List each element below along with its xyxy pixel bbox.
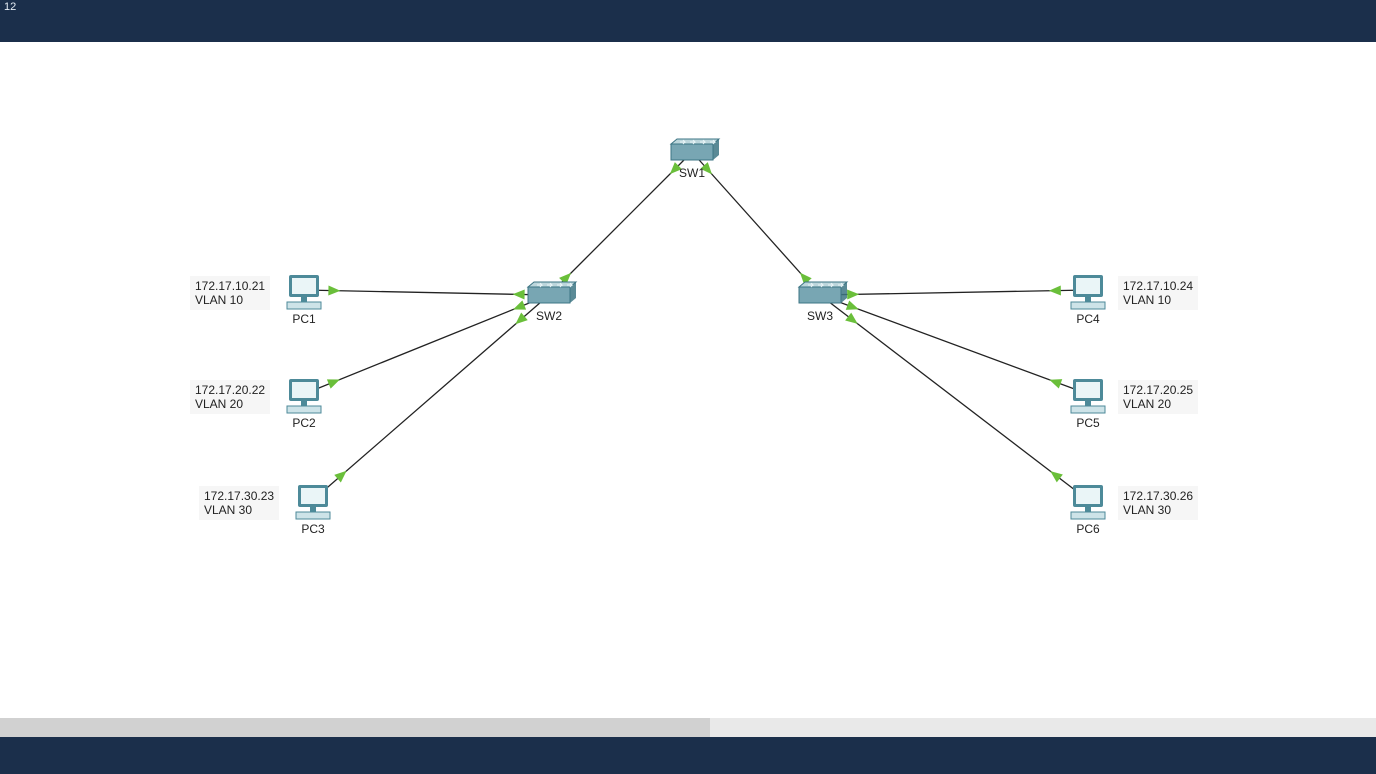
link-status-icon [328, 285, 340, 295]
switch-SW2[interactable] [528, 282, 576, 303]
info-vlan: VLAN 10 [195, 293, 265, 307]
label-PC5: PC5 [1068, 416, 1108, 430]
pc-PC4[interactable] [1071, 275, 1105, 309]
pc-PC2[interactable] [287, 379, 321, 413]
info-PC2: 172.17.20.22VLAN 20 [190, 380, 270, 414]
info-vlan: VLAN 30 [1123, 503, 1193, 517]
info-ip: 172.17.30.23 [204, 489, 274, 503]
info-ip: 172.17.10.21 [195, 279, 265, 293]
link-SW3-PC4[interactable] [820, 290, 1088, 295]
label-PC6: PC6 [1068, 522, 1108, 536]
link-SW2-PC3[interactable] [313, 295, 549, 500]
title-bar-text: 12 [4, 1, 16, 13]
switch-SW3[interactable] [799, 282, 847, 303]
info-PC5: 172.17.20.25VLAN 20 [1118, 380, 1198, 414]
label-SW2: SW2 [529, 309, 569, 323]
bottom-bar [0, 737, 1376, 774]
info-ip: 172.17.20.25 [1123, 383, 1193, 397]
pc-PC1[interactable] [287, 275, 321, 309]
label-SW1: SW1 [672, 166, 712, 180]
label-SW3: SW3 [800, 309, 840, 323]
label-PC3: PC3 [293, 522, 333, 536]
info-vlan: VLAN 30 [204, 503, 274, 517]
info-vlan: VLAN 20 [1123, 397, 1193, 411]
link-SW3-PC5[interactable] [820, 295, 1088, 394]
progress-fill [0, 718, 710, 737]
title-bar: 12 [0, 0, 1376, 42]
label-PC2: PC2 [284, 416, 324, 430]
link-status-icon [327, 375, 342, 389]
link-SW3-PC6[interactable] [820, 295, 1088, 500]
link-status-icon [845, 313, 861, 328]
info-vlan: VLAN 10 [1123, 293, 1193, 307]
topology-canvas[interactable]: SW1SW2SW3PC1172.17.10.21VLAN 10PC2172.17… [0, 42, 1376, 718]
link-status-icon [1047, 467, 1063, 482]
pc-PC3[interactable] [296, 485, 330, 519]
info-ip: 172.17.30.26 [1123, 489, 1193, 503]
link-status-icon [846, 300, 861, 314]
link-status-icon [1049, 286, 1061, 296]
info-vlan: VLAN 20 [195, 397, 265, 411]
link-status-icon [847, 289, 859, 299]
link-status-icon [1048, 375, 1063, 389]
info-PC1: 172.17.10.21VLAN 10 [190, 276, 270, 310]
info-ip: 172.17.10.24 [1123, 279, 1193, 293]
link-SW2-PC2[interactable] [304, 295, 549, 394]
info-PC3: 172.17.30.23VLAN 30 [199, 486, 279, 520]
link-status-icon [511, 300, 526, 314]
info-ip: 172.17.20.22 [195, 383, 265, 397]
link-status-icon [512, 289, 524, 299]
info-PC6: 172.17.30.26VLAN 30 [1118, 486, 1198, 520]
link-SW2-PC1[interactable] [304, 290, 549, 295]
pc-PC5[interactable] [1071, 379, 1105, 413]
switch-SW1[interactable] [671, 139, 719, 160]
info-PC4: 172.17.10.24VLAN 10 [1118, 276, 1198, 310]
label-PC1: PC1 [284, 312, 324, 326]
pc-PC6[interactable] [1071, 485, 1105, 519]
label-PC4: PC4 [1068, 312, 1108, 326]
